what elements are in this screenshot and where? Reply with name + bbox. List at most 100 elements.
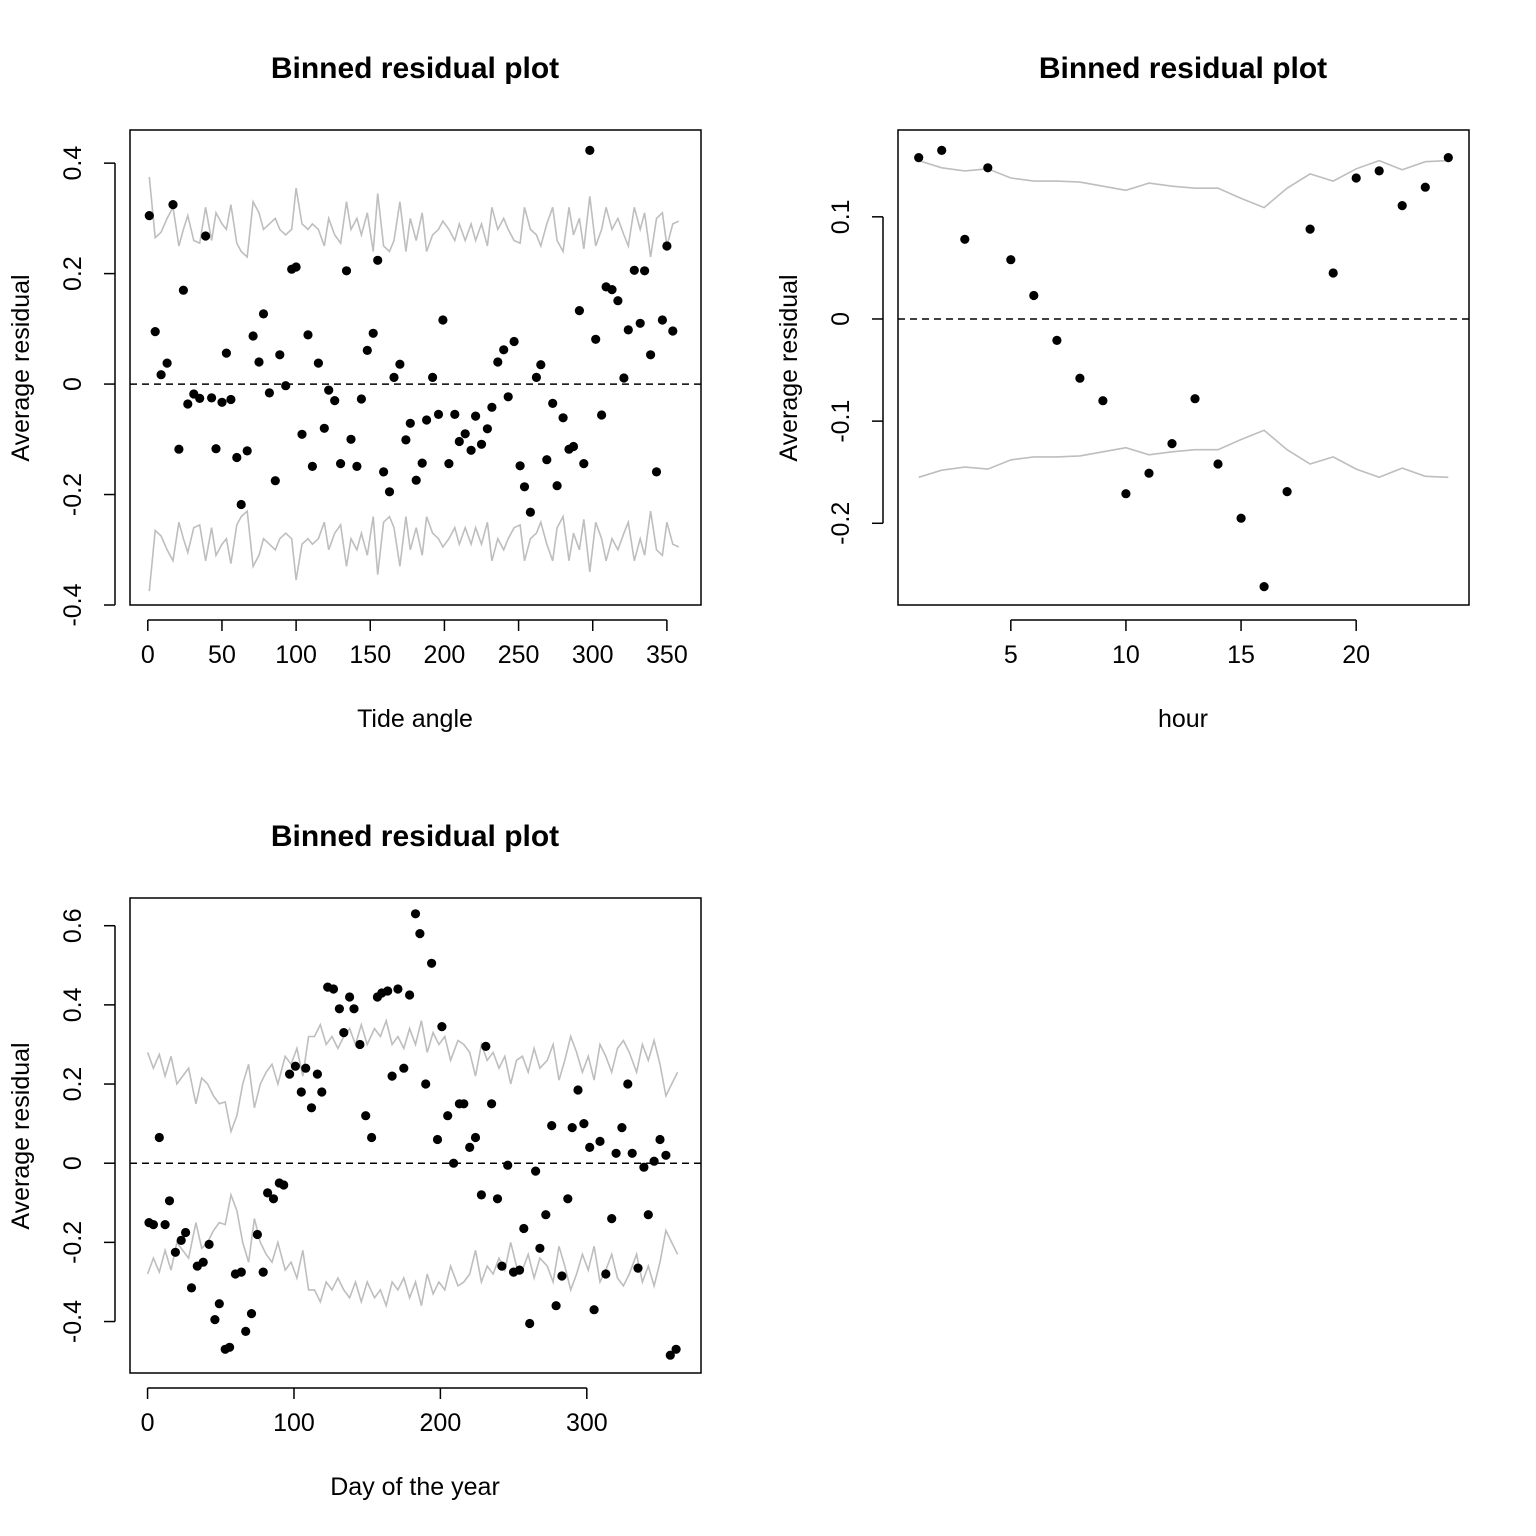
y-tick-label: 0.4	[59, 987, 87, 1022]
data-point	[339, 1028, 349, 1038]
y-tick-label: 0.6	[59, 908, 87, 943]
y-tick-label: 0	[59, 1156, 87, 1170]
data-point	[487, 402, 497, 412]
band-upper-line	[918, 159, 1449, 209]
data-point	[198, 1257, 208, 1267]
data-point	[476, 439, 487, 449]
data-point	[373, 255, 383, 265]
data-point	[574, 306, 585, 316]
data-point	[573, 1085, 583, 1095]
chart-title: Binned residual plot	[271, 820, 559, 853]
data-point	[635, 318, 645, 328]
data-point	[204, 1239, 214, 1249]
data-point	[668, 326, 678, 336]
data-point	[536, 360, 546, 370]
data-point	[509, 336, 519, 347]
data-point	[1282, 487, 1292, 497]
data-point	[499, 345, 509, 355]
data-point	[144, 211, 154, 221]
band-upper-line	[146, 1017, 679, 1135]
panel-day-of-year: Binned residual plot Day of the year Ave…	[7, 820, 702, 1501]
data-point	[384, 487, 395, 497]
data-point	[291, 262, 301, 272]
data-point	[336, 459, 346, 469]
data-point	[627, 1148, 637, 1158]
data-point	[148, 1220, 158, 1230]
y-tick-label: -0.2	[827, 502, 855, 545]
data-point	[671, 1344, 681, 1354]
data-point	[433, 409, 444, 419]
data-point	[168, 200, 178, 210]
data-point	[552, 481, 562, 491]
data-point	[595, 1136, 605, 1146]
x-tick-label: 250	[498, 641, 540, 669]
data-point	[643, 1210, 653, 1220]
data-point	[515, 461, 525, 471]
data-point	[547, 1121, 557, 1131]
data-point	[211, 444, 221, 454]
data-point	[379, 467, 389, 477]
data-point	[937, 145, 947, 155]
data-point	[541, 1210, 551, 1220]
x-tick-label: 200	[424, 641, 466, 669]
data-point	[275, 350, 285, 360]
data-point	[651, 467, 662, 477]
data-point	[492, 1194, 503, 1204]
chart-title: Binned residual plot	[1039, 52, 1327, 85]
data-point	[427, 958, 437, 968]
data-point	[579, 459, 589, 469]
data-point	[150, 327, 160, 337]
data-point	[438, 315, 448, 325]
data-point	[558, 413, 568, 423]
data-point	[411, 475, 421, 485]
data-point	[449, 1158, 459, 1168]
data-point	[471, 411, 481, 421]
data-point	[306, 1103, 317, 1113]
data-point	[548, 398, 558, 408]
data-point	[482, 424, 492, 434]
data-point	[503, 1160, 513, 1170]
data-point	[585, 145, 595, 155]
y-tick-label: -0.2	[59, 1221, 87, 1264]
data-point	[367, 1132, 377, 1143]
data-point	[297, 429, 307, 439]
data-point	[1420, 182, 1430, 192]
data-point	[417, 458, 427, 468]
data-point	[156, 370, 166, 380]
data-point	[519, 482, 530, 492]
data-point	[254, 357, 264, 367]
x-tick-label: 300	[572, 641, 614, 669]
data-point	[623, 1079, 633, 1089]
data-point	[422, 415, 432, 425]
y-tick-label: 0.4	[59, 146, 87, 181]
data-point	[585, 1142, 595, 1152]
data-point	[568, 441, 579, 452]
y-axis-label: Average residual	[775, 274, 803, 461]
data-point	[551, 1301, 561, 1311]
data-point	[410, 909, 421, 919]
x-tick-label: 10	[1112, 641, 1140, 669]
data-point	[589, 1305, 599, 1315]
data-point	[181, 1227, 191, 1238]
data-point	[535, 1243, 545, 1253]
data-point	[279, 1180, 289, 1190]
band-lower-line	[146, 1191, 679, 1309]
data-point	[497, 1261, 507, 1271]
data-point	[649, 1156, 659, 1166]
data-point	[487, 1099, 497, 1109]
band-lower-line	[918, 429, 1449, 479]
data-point	[225, 1342, 235, 1352]
data-point	[542, 455, 552, 465]
x-tick-label: 200	[420, 1409, 462, 1437]
data-point	[246, 1309, 257, 1319]
data-point	[1029, 290, 1039, 301]
plot-frame	[129, 897, 702, 1374]
data-point	[183, 399, 193, 409]
data-point	[164, 1196, 175, 1206]
data-point	[387, 1071, 397, 1081]
data-point	[170, 1247, 180, 1257]
y-tick-label: -0.4	[59, 1300, 87, 1343]
data-point	[195, 393, 205, 403]
data-point	[914, 153, 924, 163]
data-point	[619, 373, 629, 383]
